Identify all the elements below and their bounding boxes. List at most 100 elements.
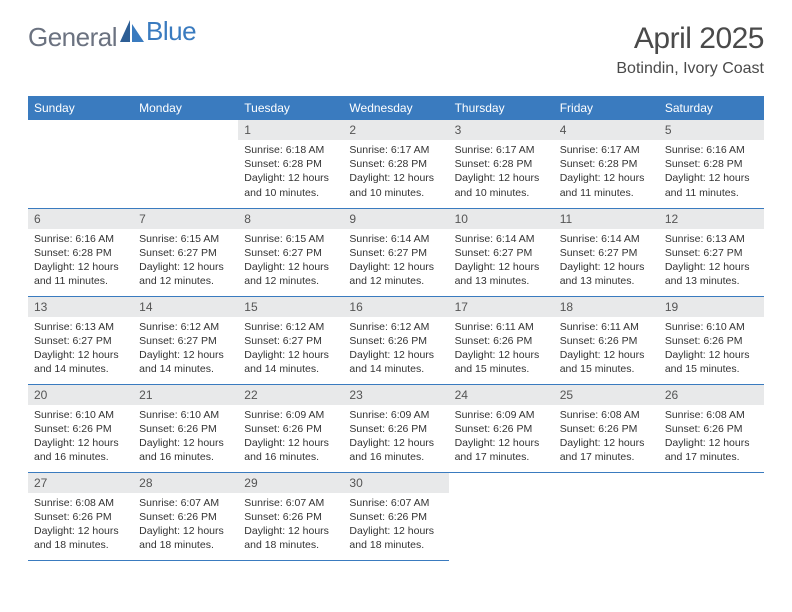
page-subtitle: Botindin, Ivory Coast bbox=[616, 60, 764, 78]
page-header: General Blue April 2025 Botindin, Ivory … bbox=[28, 22, 764, 78]
day-number: 24 bbox=[449, 385, 554, 405]
day-number: 10 bbox=[449, 209, 554, 229]
day-number: 22 bbox=[238, 385, 343, 405]
calendar-cell: 20Sunrise: 6:10 AMSunset: 6:26 PMDayligh… bbox=[28, 384, 133, 472]
day-body: Sunrise: 6:13 AMSunset: 6:27 PMDaylight:… bbox=[28, 317, 133, 381]
logo-text-2: Blue bbox=[146, 16, 196, 47]
day-number: 7 bbox=[133, 209, 238, 229]
day-body: Sunrise: 6:10 AMSunset: 6:26 PMDaylight:… bbox=[28, 405, 133, 469]
calendar-cell: 2Sunrise: 6:17 AMSunset: 6:28 PMDaylight… bbox=[343, 120, 448, 208]
calendar-head: SundayMondayTuesdayWednesdayThursdayFrid… bbox=[28, 96, 764, 120]
day-body: Sunrise: 6:11 AMSunset: 6:26 PMDaylight:… bbox=[554, 317, 659, 381]
calendar-page: General Blue April 2025 Botindin, Ivory … bbox=[0, 0, 792, 561]
day-number: 14 bbox=[133, 297, 238, 317]
day-number: 8 bbox=[238, 209, 343, 229]
calendar-cell: 6Sunrise: 6:16 AMSunset: 6:28 PMDaylight… bbox=[28, 208, 133, 296]
day-body: Sunrise: 6:07 AMSunset: 6:26 PMDaylight:… bbox=[238, 493, 343, 557]
calendar-cell-empty bbox=[554, 472, 659, 560]
weekday-header: Monday bbox=[133, 96, 238, 120]
calendar-cell: 18Sunrise: 6:11 AMSunset: 6:26 PMDayligh… bbox=[554, 296, 659, 384]
calendar-cell: 28Sunrise: 6:07 AMSunset: 6:26 PMDayligh… bbox=[133, 472, 238, 560]
calendar-cell-empty bbox=[659, 472, 764, 560]
day-body: Sunrise: 6:09 AMSunset: 6:26 PMDaylight:… bbox=[449, 405, 554, 469]
day-number: 28 bbox=[133, 473, 238, 493]
calendar-cell: 8Sunrise: 6:15 AMSunset: 6:27 PMDaylight… bbox=[238, 208, 343, 296]
calendar-cell: 4Sunrise: 6:17 AMSunset: 6:28 PMDaylight… bbox=[554, 120, 659, 208]
day-body: Sunrise: 6:10 AMSunset: 6:26 PMDaylight:… bbox=[133, 405, 238, 469]
day-body: Sunrise: 6:15 AMSunset: 6:27 PMDaylight:… bbox=[133, 229, 238, 293]
day-number: 27 bbox=[28, 473, 133, 493]
day-number: 12 bbox=[659, 209, 764, 229]
day-number: 17 bbox=[449, 297, 554, 317]
calendar-row: 1Sunrise: 6:18 AMSunset: 6:28 PMDaylight… bbox=[28, 120, 764, 208]
weekday-header: Saturday bbox=[659, 96, 764, 120]
calendar-cell: 17Sunrise: 6:11 AMSunset: 6:26 PMDayligh… bbox=[449, 296, 554, 384]
day-number: 1 bbox=[238, 120, 343, 140]
day-body: Sunrise: 6:08 AMSunset: 6:26 PMDaylight:… bbox=[28, 493, 133, 557]
day-body: Sunrise: 6:07 AMSunset: 6:26 PMDaylight:… bbox=[343, 493, 448, 557]
calendar-row: 27Sunrise: 6:08 AMSunset: 6:26 PMDayligh… bbox=[28, 472, 764, 560]
day-number: 16 bbox=[343, 297, 448, 317]
calendar-cell: 25Sunrise: 6:08 AMSunset: 6:26 PMDayligh… bbox=[554, 384, 659, 472]
day-body: Sunrise: 6:18 AMSunset: 6:28 PMDaylight:… bbox=[238, 140, 343, 204]
day-body: Sunrise: 6:16 AMSunset: 6:28 PMDaylight:… bbox=[28, 229, 133, 293]
calendar-body: 1Sunrise: 6:18 AMSunset: 6:28 PMDaylight… bbox=[28, 120, 764, 560]
page-title: April 2025 bbox=[616, 22, 764, 56]
sail-icon bbox=[120, 18, 146, 49]
calendar-cell: 14Sunrise: 6:12 AMSunset: 6:27 PMDayligh… bbox=[133, 296, 238, 384]
day-body: Sunrise: 6:12 AMSunset: 6:27 PMDaylight:… bbox=[238, 317, 343, 381]
day-body: Sunrise: 6:16 AMSunset: 6:28 PMDaylight:… bbox=[659, 140, 764, 204]
day-body: Sunrise: 6:09 AMSunset: 6:26 PMDaylight:… bbox=[238, 405, 343, 469]
day-number: 29 bbox=[238, 473, 343, 493]
calendar-cell: 21Sunrise: 6:10 AMSunset: 6:26 PMDayligh… bbox=[133, 384, 238, 472]
day-number: 4 bbox=[554, 120, 659, 140]
day-number: 26 bbox=[659, 385, 764, 405]
calendar-cell: 23Sunrise: 6:09 AMSunset: 6:26 PMDayligh… bbox=[343, 384, 448, 472]
day-number: 21 bbox=[133, 385, 238, 405]
day-number: 9 bbox=[343, 209, 448, 229]
calendar-cell: 1Sunrise: 6:18 AMSunset: 6:28 PMDaylight… bbox=[238, 120, 343, 208]
day-number: 23 bbox=[343, 385, 448, 405]
logo: General Blue bbox=[28, 22, 196, 53]
calendar-cell: 16Sunrise: 6:12 AMSunset: 6:26 PMDayligh… bbox=[343, 296, 448, 384]
day-number: 3 bbox=[449, 120, 554, 140]
calendar-cell: 7Sunrise: 6:15 AMSunset: 6:27 PMDaylight… bbox=[133, 208, 238, 296]
calendar-row: 6Sunrise: 6:16 AMSunset: 6:28 PMDaylight… bbox=[28, 208, 764, 296]
calendar-cell: 24Sunrise: 6:09 AMSunset: 6:26 PMDayligh… bbox=[449, 384, 554, 472]
day-body: Sunrise: 6:12 AMSunset: 6:26 PMDaylight:… bbox=[343, 317, 448, 381]
day-number: 13 bbox=[28, 297, 133, 317]
calendar-cell: 27Sunrise: 6:08 AMSunset: 6:26 PMDayligh… bbox=[28, 472, 133, 560]
calendar-table: SundayMondayTuesdayWednesdayThursdayFrid… bbox=[28, 96, 764, 561]
calendar-cell: 9Sunrise: 6:14 AMSunset: 6:27 PMDaylight… bbox=[343, 208, 448, 296]
calendar-cell: 22Sunrise: 6:09 AMSunset: 6:26 PMDayligh… bbox=[238, 384, 343, 472]
logo-text-1: General bbox=[28, 22, 117, 53]
day-number: 6 bbox=[28, 209, 133, 229]
day-body: Sunrise: 6:11 AMSunset: 6:26 PMDaylight:… bbox=[449, 317, 554, 381]
day-body: Sunrise: 6:08 AMSunset: 6:26 PMDaylight:… bbox=[554, 405, 659, 469]
day-number: 11 bbox=[554, 209, 659, 229]
day-number: 30 bbox=[343, 473, 448, 493]
calendar-cell: 30Sunrise: 6:07 AMSunset: 6:26 PMDayligh… bbox=[343, 472, 448, 560]
day-body: Sunrise: 6:12 AMSunset: 6:27 PMDaylight:… bbox=[133, 317, 238, 381]
weekday-header: Sunday bbox=[28, 96, 133, 120]
calendar-cell: 12Sunrise: 6:13 AMSunset: 6:27 PMDayligh… bbox=[659, 208, 764, 296]
calendar-cell: 13Sunrise: 6:13 AMSunset: 6:27 PMDayligh… bbox=[28, 296, 133, 384]
day-body: Sunrise: 6:13 AMSunset: 6:27 PMDaylight:… bbox=[659, 229, 764, 293]
day-body: Sunrise: 6:17 AMSunset: 6:28 PMDaylight:… bbox=[554, 140, 659, 204]
day-body: Sunrise: 6:17 AMSunset: 6:28 PMDaylight:… bbox=[343, 140, 448, 204]
day-number: 15 bbox=[238, 297, 343, 317]
calendar-row: 13Sunrise: 6:13 AMSunset: 6:27 PMDayligh… bbox=[28, 296, 764, 384]
calendar-cell: 5Sunrise: 6:16 AMSunset: 6:28 PMDaylight… bbox=[659, 120, 764, 208]
day-body: Sunrise: 6:14 AMSunset: 6:27 PMDaylight:… bbox=[449, 229, 554, 293]
day-number: 2 bbox=[343, 120, 448, 140]
calendar-cell: 11Sunrise: 6:14 AMSunset: 6:27 PMDayligh… bbox=[554, 208, 659, 296]
day-number: 25 bbox=[554, 385, 659, 405]
weekday-header: Thursday bbox=[449, 96, 554, 120]
day-number: 20 bbox=[28, 385, 133, 405]
weekday-header: Wednesday bbox=[343, 96, 448, 120]
day-number: 5 bbox=[659, 120, 764, 140]
calendar-cell: 29Sunrise: 6:07 AMSunset: 6:26 PMDayligh… bbox=[238, 472, 343, 560]
calendar-cell: 10Sunrise: 6:14 AMSunset: 6:27 PMDayligh… bbox=[449, 208, 554, 296]
day-body: Sunrise: 6:15 AMSunset: 6:27 PMDaylight:… bbox=[238, 229, 343, 293]
weekday-header: Friday bbox=[554, 96, 659, 120]
